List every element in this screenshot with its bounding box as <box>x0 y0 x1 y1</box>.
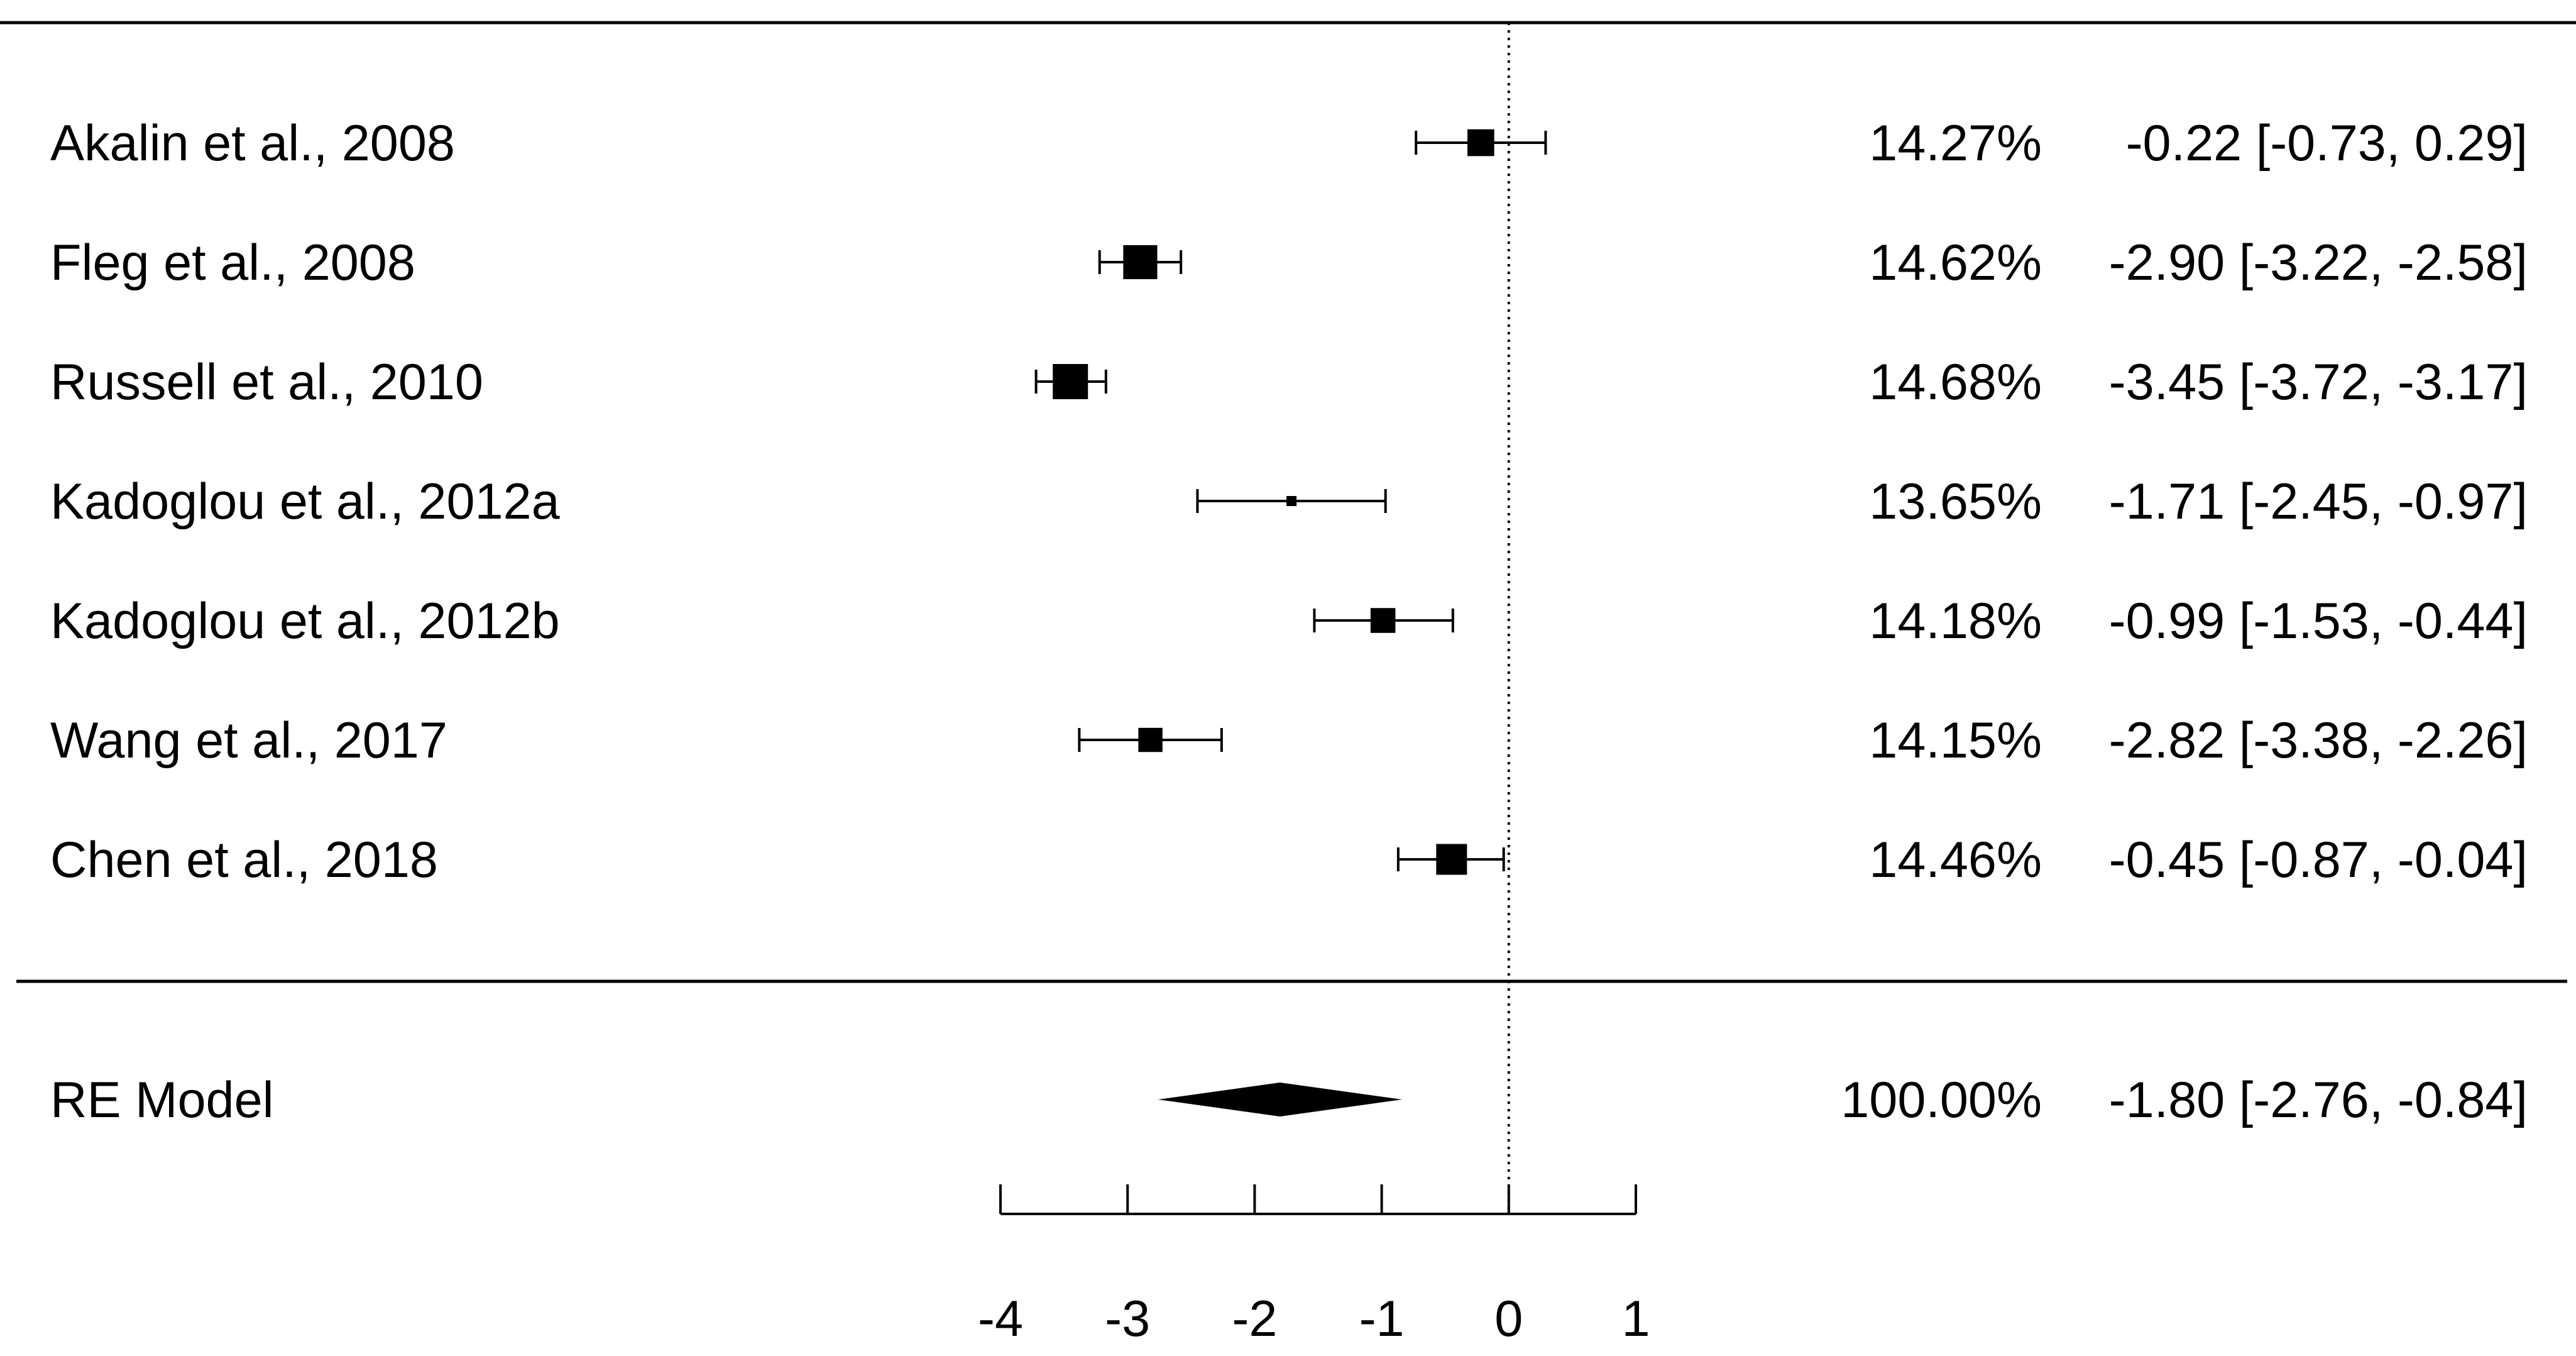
summary-estimate-ci: -1.80 [-2.76, -0.84] <box>2109 1072 2528 1128</box>
study-label: Kadoglou et al., 2012a <box>50 473 561 530</box>
study-row: Russell et al., 2010 14.68% -3.45 [-3.72, … <box>50 354 2528 411</box>
x-axis: -4 -3 -2 -1 0 1 <box>978 1184 1650 1347</box>
summary-row: RE Model 100.00% -1.80 [-2.76, -0.84] <box>50 1072 2528 1128</box>
study-row: Fleg et al., 2008 14.62% -2.90 [-3.22, -2.… <box>50 234 2528 291</box>
study-label: Russell et al., 2010 <box>50 354 483 411</box>
study-label: Akalin et al., 2008 <box>50 115 455 172</box>
study-label: Chen et al., 2018 <box>50 832 438 888</box>
x-tick-label: 1 <box>1621 1291 1650 1347</box>
study-weight: 14.62% <box>1869 234 2042 291</box>
study-estimate-ci: -0.22 [-0.73, 0.29] <box>2126 115 2528 172</box>
point-estimate-marker <box>1286 496 1297 506</box>
study-label: Wang et al., 2017 <box>50 712 447 769</box>
study-weight: 14.46% <box>1869 832 2042 888</box>
x-tick-label: -3 <box>1105 1291 1150 1347</box>
study-row: Akalin et al., 2008 14.27% -0.22 [-0.73, 0… <box>50 115 2528 172</box>
study-weight: 13.65% <box>1869 473 2042 530</box>
study-estimate-ci: -2.90 [-3.22, -2.58] <box>2109 234 2528 291</box>
point-estimate-marker <box>1467 129 1494 157</box>
x-tick-label: 0 <box>1494 1291 1523 1347</box>
point-estimate-marker <box>1138 727 1163 752</box>
study-estimate-ci: -1.71 [-2.45, -0.97] <box>2109 473 2528 530</box>
point-estimate-marker <box>1370 608 1396 633</box>
summary-weight: 100.00% <box>1841 1072 2042 1128</box>
study-row: Kadoglou et al., 2012b 14.18% -0.99 [-1.53… <box>50 593 2528 649</box>
x-tick-label: -4 <box>978 1291 1023 1347</box>
study-row: Chen et al., 2018 14.46% -0.45 [-0.87, -0.… <box>50 832 2528 888</box>
study-rows: Akalin et al., 2008 14.27% -0.22 [-0.73, 0… <box>50 115 2528 888</box>
point-estimate-marker <box>1123 245 1158 280</box>
study-label: Kadoglou et al., 2012b <box>50 593 560 649</box>
study-weight: 14.18% <box>1869 593 2042 649</box>
point-estimate-marker <box>1053 364 1088 399</box>
summary-diamond <box>1158 1083 1402 1116</box>
summary-label: RE Model <box>50 1072 274 1128</box>
study-row: Kadoglou et al., 2012a 13.65% -1.71 [-2.45… <box>50 473 2528 530</box>
study-weight: 14.27% <box>1869 115 2042 172</box>
study-weight: 14.68% <box>1869 354 2042 411</box>
study-estimate-ci: -3.45 [-3.72, -3.17] <box>2109 354 2528 411</box>
x-tick-label: -2 <box>1232 1291 1277 1347</box>
study-label: Fleg et al., 2008 <box>50 234 415 291</box>
study-estimate-ci: -0.45 [-0.87, -0.04] <box>2109 832 2528 888</box>
study-estimate-ci: -0.99 [-1.53, -0.44] <box>2109 593 2528 649</box>
study-row: Wang et al., 2017 14.15% -2.82 [-3.38, -2.… <box>50 712 2528 769</box>
x-tick-label: -1 <box>1359 1291 1405 1347</box>
point-estimate-marker <box>1436 844 1467 875</box>
study-estimate-ci: -2.82 [-3.38, -2.26] <box>2109 712 2528 769</box>
study-weight: 14.15% <box>1869 712 2042 769</box>
